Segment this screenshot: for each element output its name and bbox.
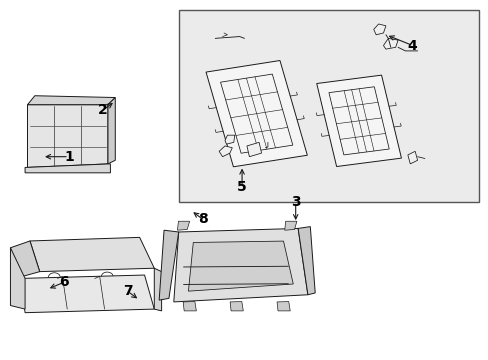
Polygon shape — [284, 221, 296, 230]
Polygon shape — [10, 248, 25, 309]
Text: 4: 4 — [407, 39, 417, 53]
Text: 5: 5 — [237, 180, 246, 194]
Polygon shape — [10, 241, 40, 278]
Polygon shape — [277, 302, 289, 311]
Polygon shape — [205, 60, 307, 167]
Polygon shape — [183, 302, 196, 311]
Polygon shape — [407, 151, 417, 164]
Text: 2: 2 — [98, 103, 108, 117]
Polygon shape — [27, 96, 115, 105]
Polygon shape — [246, 142, 261, 157]
Polygon shape — [224, 135, 234, 144]
Polygon shape — [159, 230, 178, 300]
Polygon shape — [27, 105, 108, 167]
Polygon shape — [30, 237, 154, 272]
Polygon shape — [25, 164, 110, 173]
Polygon shape — [383, 39, 397, 49]
Polygon shape — [373, 24, 385, 35]
Text: 7: 7 — [122, 284, 132, 298]
Polygon shape — [108, 98, 115, 164]
Text: 6: 6 — [59, 275, 69, 289]
Polygon shape — [230, 302, 243, 311]
Polygon shape — [188, 241, 293, 291]
Polygon shape — [154, 268, 161, 311]
Text: 3: 3 — [290, 194, 300, 208]
Polygon shape — [316, 75, 401, 167]
Polygon shape — [298, 226, 315, 295]
Text: 1: 1 — [64, 150, 74, 164]
Polygon shape — [219, 146, 232, 157]
Polygon shape — [177, 221, 189, 230]
Polygon shape — [173, 228, 307, 302]
Bar — [178, 10, 478, 202]
Polygon shape — [20, 275, 154, 313]
Text: 8: 8 — [198, 212, 207, 226]
